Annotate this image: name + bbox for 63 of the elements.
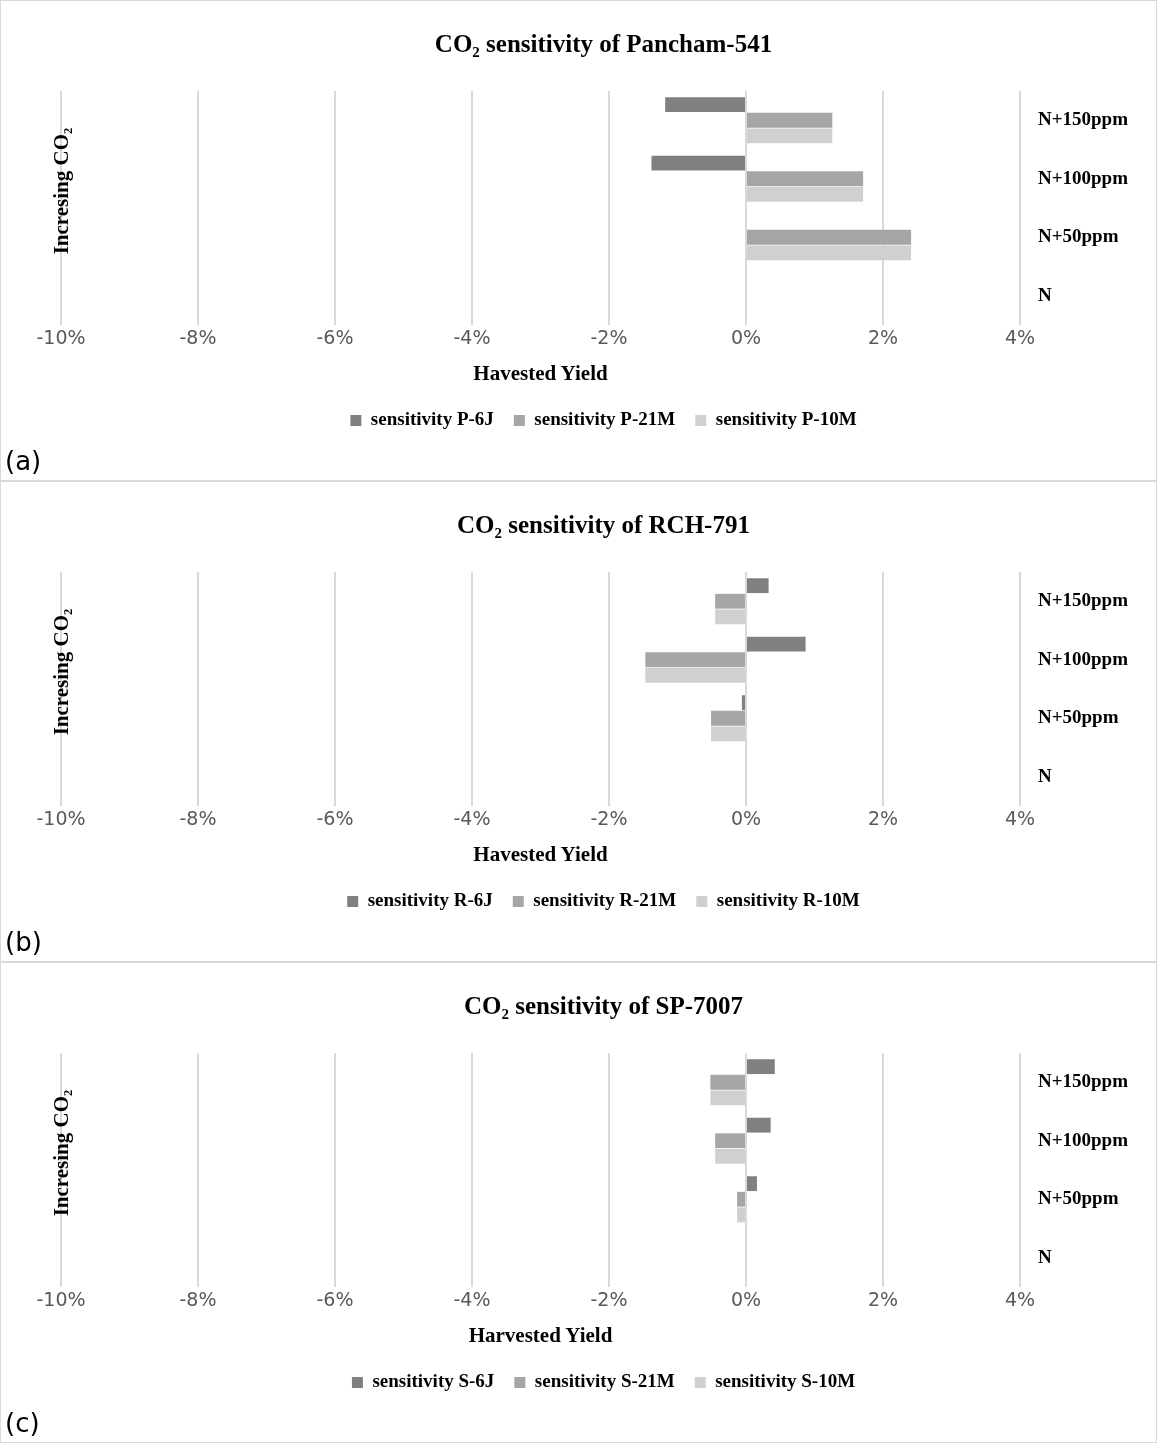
legend-label: sensitivity S-6J [372,1370,495,1392]
x-tick-label: 2% [867,1288,899,1311]
chart-title: CO₂ sensitivity of RCH-791 [457,511,750,539]
x-tick-label: -10% [36,807,86,830]
legend-label: sensitivity P-10M [715,408,857,430]
x-tick-label: -4% [453,326,491,349]
y-tick-label: N+100ppm [1037,647,1129,669]
x-tick-label: 4% [1004,807,1036,830]
y-tick-label: N+50ppm [1037,225,1119,247]
chart-title: CO₂ sensitivity of Pancham-541 [434,30,773,58]
legend-label: sensitivity P-21M [534,408,676,430]
y-tick-label: N+150ppm [1037,589,1129,611]
x-tick-label: -2% [590,326,628,349]
x-tick-label: 2% [867,807,899,830]
legend-label: sensitivity R-21M [533,889,677,911]
bar [746,636,806,652]
x-tick-label: -4% [453,807,491,830]
text: (c) [5,1408,40,1438]
y-tick-label: N+150ppm [1037,108,1129,130]
legend-label: sensitivity R-6J [367,889,493,911]
bar [715,593,745,609]
legend-label: sensitivity R-10M [716,889,860,911]
bar [746,578,769,594]
y-axis-title: Incresing CO₂ [48,1089,74,1217]
text: (a) [5,446,42,476]
legend-label: sensitivity S-10M [715,1370,856,1392]
y-tick-label: N [1037,1245,1052,1267]
x-tick-label: -10% [36,326,86,349]
chart-title: CO₂ sensitivity of SP-7007 [463,992,744,1020]
bar [711,710,745,726]
bar [645,652,745,668]
x-axis-title: Havested Yield [473,360,608,385]
x-tick-label: 4% [1004,1288,1036,1311]
x-tick-label: 2% [867,326,899,349]
x-tick-label: 4% [1004,326,1036,349]
x-tick-label: -8% [179,807,217,830]
x-axis-title: Havested Yield [473,841,608,866]
y-tick-label: N+100ppm [1037,1128,1129,1150]
y-tick-label: N [1037,283,1052,305]
x-tick-label: -6% [316,326,354,349]
x-tick-label: -2% [590,1288,628,1311]
x-axis-title: Harvested Yield [468,1322,613,1347]
y-tick-label: N+50ppm [1037,1187,1119,1209]
x-tick-label: -2% [590,807,628,830]
text: (b) [5,927,42,957]
x-tick-label: 0% [730,326,762,349]
x-tick-label: 0% [730,807,762,830]
y-axis-title: Incresing CO₂ [48,127,74,255]
x-tick-label: -8% [179,326,217,349]
y-axis-title: Incresing CO₂ [48,608,74,736]
x-tick-label: 0% [730,1288,762,1311]
x-tick-label: -6% [316,1288,354,1311]
x-tick-label: -10% [36,1288,86,1311]
bar [741,695,745,711]
legend-label: sensitivity P-6J [370,408,494,430]
x-tick-label: -8% [179,1288,217,1311]
y-tick-label: N+50ppm [1037,706,1119,728]
x-tick-label: -4% [453,1288,491,1311]
y-tick-label: N+150ppm [1037,1070,1129,1092]
x-tick-label: -6% [316,807,354,830]
y-tick-label: N+100ppm [1037,166,1129,188]
legend-label: sensitivity S-21M [534,1370,675,1392]
y-tick-label: N [1037,764,1052,786]
